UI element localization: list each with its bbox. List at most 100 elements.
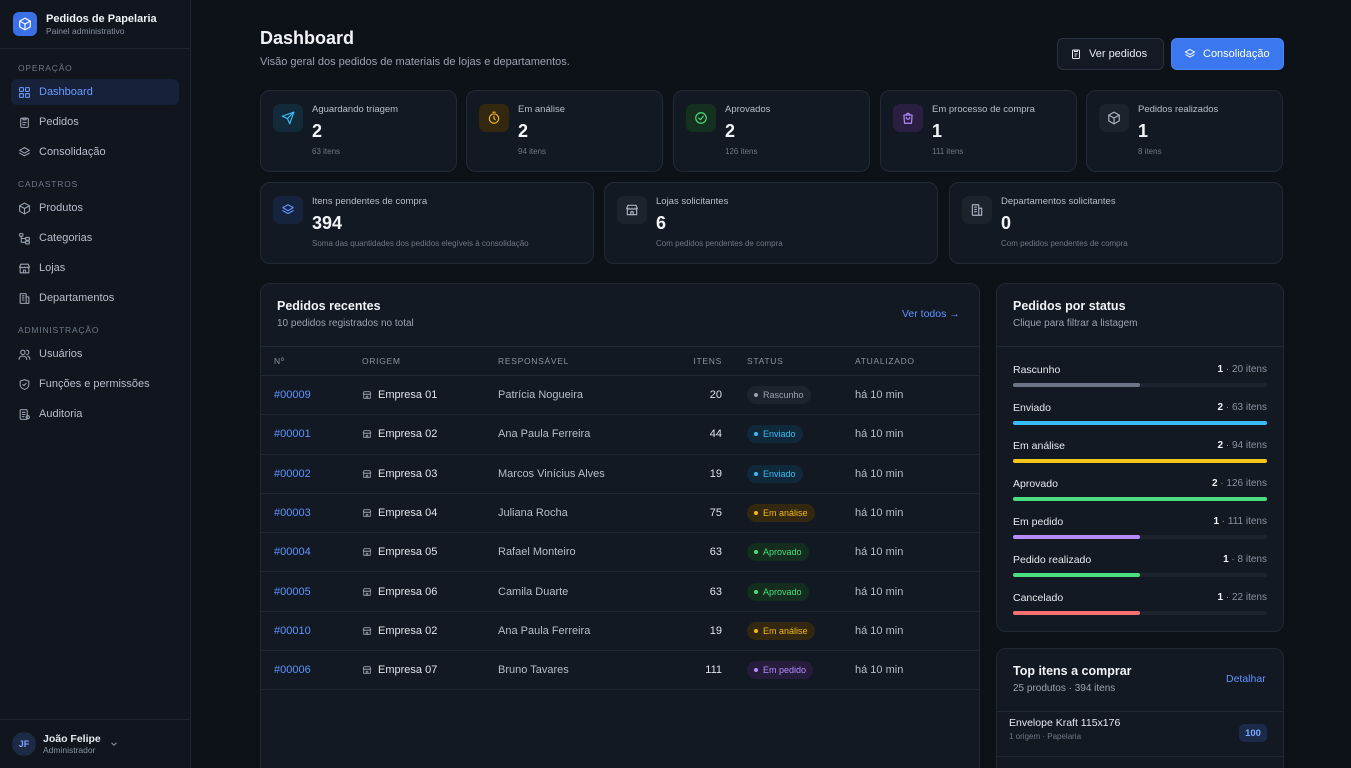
stat-value: 2	[725, 121, 736, 141]
page-title: Dashboard	[260, 28, 355, 48]
order-responsible: Patrícia Nogueira	[498, 375, 678, 416]
table-row[interactable]: #00003 Empresa 04 Juliana Rocha 75 Em anális…	[261, 493, 979, 534]
status-filter-row[interactable]: Em pedido 1 · 111 itens	[1013, 516, 1267, 540]
order-number-link[interactable]: #00005	[274, 585, 311, 598]
order-updated: há 10 min	[855, 571, 979, 612]
chevron-down-icon	[110, 742, 117, 746]
table-row[interactable]: #00009 Empresa 01 Patrícia Nogueira 20 Rascu…	[261, 375, 979, 416]
status-dot	[754, 471, 758, 476]
stat-label: Departamentos solicitantes	[1001, 196, 1116, 207]
stat-card[interactable]: Lojas solicitantes 6 Com pedidos pendentes…	[604, 182, 938, 264]
sidebar-item-consolida-o[interactable]: Consolidação	[11, 139, 179, 165]
stat-card[interactable]: Aguardando triagem 2 63 itens	[260, 90, 457, 172]
order-number-link[interactable]: #00001	[274, 428, 311, 441]
status-filter-row[interactable]: Rascunho 1 · 20 itens	[1013, 364, 1267, 388]
recent-orders-card: Pedidos recentes 10 pedidos registrados …	[260, 283, 980, 768]
status-card: Pedidos por status Clique para filtrar a…	[996, 283, 1284, 632]
layers-icon	[19, 146, 30, 156]
order-number-link[interactable]: #00010	[274, 624, 311, 637]
origin-label: Empresa 06	[378, 585, 438, 598]
status-filter-row[interactable]: Enviado 2 · 63 itens	[1013, 402, 1267, 426]
status-badge: Rascunho	[747, 386, 811, 405]
consolidation-label: Consolidação	[1203, 48, 1270, 60]
order-updated: há 10 min	[855, 454, 979, 494]
sidebar-item-categorias[interactable]: Categorias	[11, 225, 179, 251]
col-status[interactable]: STATUS	[722, 346, 855, 376]
sidebar-item-departamentos[interactable]: Departamentos	[11, 285, 179, 311]
stat-value: 6	[656, 213, 667, 233]
view-all-link[interactable]: Ver todos →	[902, 308, 960, 320]
status-filter-row[interactable]: Aprovado 2 · 126 itens	[1013, 478, 1267, 502]
sidebar-item-label: Categorias	[39, 232, 93, 244]
status-badge: Em pedido	[747, 661, 814, 680]
col-items[interactable]: ITENS	[678, 346, 722, 376]
status-name: Rascunho	[1013, 364, 1061, 376]
status-filter-row[interactable]: Pedido realizado 1 · 8 itens	[1013, 554, 1267, 578]
col-responsible[interactable]: RESPONSÁVEL	[498, 346, 678, 376]
order-number-link[interactable]: #00003	[274, 507, 311, 520]
status-label: Aprovado	[763, 586, 802, 597]
users-icon	[18, 349, 31, 360]
store-icon	[362, 391, 372, 399]
sidebar-item-fun-es-e-permiss-es[interactable]: Funções e permissões	[11, 371, 179, 397]
store-icon	[626, 204, 638, 216]
stat-card[interactable]: Aprovados 2 126 itens	[673, 90, 870, 172]
sidebar-item-lojas[interactable]: Lojas	[11, 255, 179, 281]
status-filter-row[interactable]: Cancelado 1 · 22 itens	[1013, 592, 1267, 616]
brand[interactable]: Pedidos de Papelaria Painel administrati…	[0, 0, 190, 49]
stat-card[interactable]: Pedidos realizados 1 8 itens	[1086, 90, 1283, 172]
table-row[interactable]: #00006 Empresa 07 Bruno Tavares 111 Em pedid…	[261, 650, 979, 691]
status-dot	[754, 393, 758, 398]
table-row[interactable]: #00004 Empresa 05 Rafael Monteiro 63 Aprovad…	[261, 532, 979, 573]
divider	[997, 346, 1283, 347]
sidebar-item-usu-rios[interactable]: Usuários	[11, 341, 179, 367]
stat-card[interactable]: Departamentos solicitantes 0 Com pedidos p…	[949, 182, 1283, 264]
stat-card[interactable]: Em processo de compra 1 111 itens	[880, 90, 1077, 172]
building-icon	[971, 204, 983, 216]
building-icon	[19, 292, 30, 304]
order-number-link[interactable]: #00004	[274, 546, 311, 559]
stat-card[interactable]: Itens pendentes de compra 394 Soma das qua…	[260, 182, 594, 264]
table-row[interactable]: #00001 Empresa 02 Ana Paula Ferreira 44 Envi…	[261, 414, 979, 455]
sidebar-item-label: Produtos	[39, 202, 84, 214]
status-bar-fill	[1013, 497, 1267, 501]
sidebar-section-label: ADMINISTRAÇÃO	[18, 325, 100, 335]
sidebar-item-pedidos[interactable]: Pedidos	[11, 109, 179, 135]
order-number-link[interactable]: #00002	[274, 467, 311, 480]
orders-table: Nº ORIGEM RESPONSÁVEL ITENS STATUS ATUAL…	[261, 346, 979, 691]
status-dot	[754, 550, 758, 555]
col-updated[interactable]: ATUALIZADO	[855, 346, 979, 376]
sidebar-item-auditoria[interactable]: Auditoria	[11, 401, 179, 427]
stat-card[interactable]: Em análise 2 94 itens	[466, 90, 663, 172]
user-menu[interactable]: JF João Felipe Administrador	[0, 719, 191, 768]
status-bar-fill	[1013, 383, 1140, 387]
col-origin[interactable]: ORIGEM	[362, 346, 498, 376]
sidebar-item-produtos[interactable]: Produtos	[11, 195, 179, 221]
table-row[interactable]: #00010 Empresa 02 Ana Paula Ferreira 19 Em a…	[261, 611, 979, 652]
status-filter-row[interactable]: Em análise 2 · 94 itens	[1013, 440, 1267, 464]
order-responsible: Camila Duarte	[498, 571, 678, 612]
sidebar-item-label: Auditoria	[39, 408, 83, 420]
table-row[interactable]: #00005 Empresa 06 Camila Duarte 63 Aprovado h…	[261, 571, 979, 612]
order-updated: há 10 min	[855, 414, 979, 455]
stat-value: 2	[312, 121, 323, 141]
stat-sub: 111 itens	[932, 147, 964, 156]
status-count: 1 · 20 itens	[1218, 364, 1267, 375]
order-updated: há 10 min	[855, 375, 979, 416]
sidebar-item-dashboard[interactable]: Dashboard	[11, 79, 179, 105]
status-count-value: 1	[1223, 554, 1229, 565]
status-items: · 126 itens	[1217, 478, 1267, 489]
order-number-link[interactable]: #00006	[274, 664, 311, 677]
order-number-link[interactable]: #00009	[274, 389, 311, 402]
clipboard-icon	[1072, 49, 1080, 59]
detail-link[interactable]: Detalhar	[1226, 673, 1266, 685]
stat-icon-box	[617, 196, 647, 224]
top-item[interactable]: Envelope Kraft 115x176 1 origem · Papela…	[1009, 717, 1120, 741]
view-orders-button[interactable]: Ver pedidos	[1057, 38, 1164, 70]
table-row[interactable]: #00002 Empresa 03 Marcos Vinícius Alves 19 E…	[261, 454, 979, 494]
layers-icon	[282, 204, 294, 215]
status-count-value: 2	[1217, 402, 1224, 413]
col-number[interactable]: Nº	[261, 346, 362, 376]
view-orders-label: Ver pedidos	[1089, 48, 1148, 60]
consolidation-button[interactable]: Consolidação	[1171, 38, 1284, 70]
